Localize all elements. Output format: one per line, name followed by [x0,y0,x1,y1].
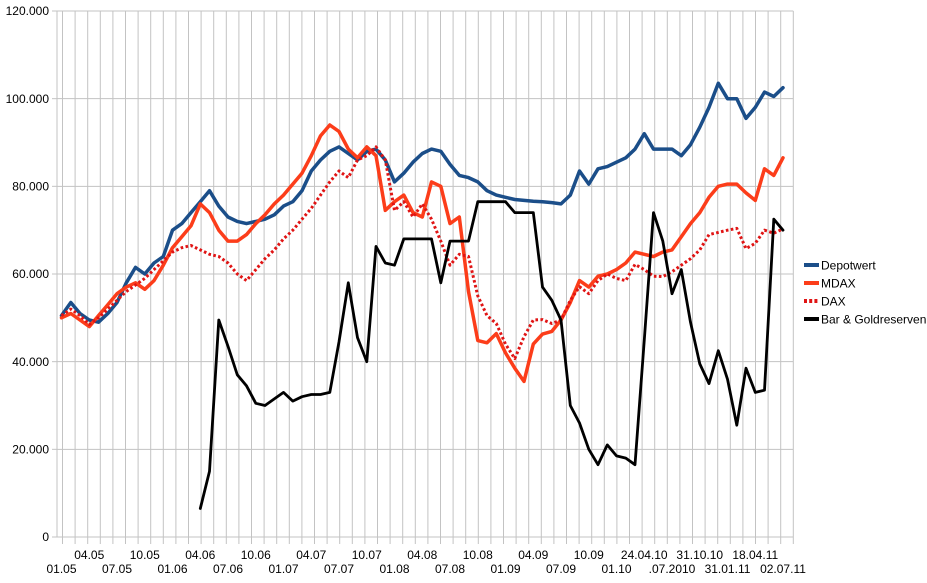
legend-label: MDAX [821,277,856,291]
x-axis-label: 31.01.11 [705,562,751,576]
x-axis-label: 04.08 [407,548,437,562]
x-axis-label: 07.07 [324,562,354,576]
series-line-mdax[interactable] [59,123,785,384]
legend-item-bar-goldreserven[interactable]: Bar & Goldreserven [804,313,926,327]
x-axis-label: 10.07 [352,548,382,562]
x-axis-label: 07.05 [102,562,132,576]
legend-label: Bar & Goldreserven [821,313,926,327]
x-axis-label: 07.06 [213,562,243,576]
x-axis-label: 01.05 [46,562,76,576]
x-axis-label: .07.2010 [649,562,696,576]
legend: Depotwert MDAX DAX Bar & Goldreserven [804,259,926,327]
gridlines-horizontal [52,10,794,538]
x-axis-label: 04.06 [185,548,215,562]
x-axis-label: 07.08 [435,562,465,576]
x-axis-label: 04.07 [296,548,326,562]
x-axis-label: 31.10.10 [676,548,723,562]
x-axis-label: 02.07.11 [760,562,806,576]
y-axis-labels: 120.000 100.000 80.000 60.000 40.000 20.000 0 [6,4,50,544]
x-axis-label: 01.08 [379,562,409,576]
x-axis-label: 01.06 [157,562,187,576]
legend-item-depotwert[interactable]: Depotwert [804,259,876,273]
y-axis-label: 100.000 [6,92,50,106]
series-line-bar-goldreserven[interactable] [198,200,785,510]
x-axis-label: 01.09 [490,562,520,576]
y-axis-label: 20.000 [12,443,49,457]
y-axis-label: 40.000 [12,355,49,369]
x-axis-label: 10.09 [574,548,604,562]
y-axis-label: 80.000 [12,180,49,194]
legend-item-dax[interactable]: DAX [804,295,846,309]
y-axis-label: 0 [42,530,49,544]
legend-label: Depotwert [821,259,876,273]
series-line-depotwert[interactable] [59,81,785,324]
x-axis-label: 10.08 [463,548,493,562]
y-axis-label: 60.000 [12,267,49,281]
legend-item-mdax[interactable]: MDAX [804,277,856,291]
x-axis-label: 04.05 [74,548,104,562]
series-line-dax[interactable] [60,145,784,361]
x-axis-label: 07.09 [546,562,576,576]
x-axis-label: 04.09 [518,548,548,562]
x-axis-label: 10.06 [241,548,271,562]
x-axis-labels: 01.0504.0507.0510.0501.0604.0607.0610.06… [46,548,806,576]
y-axis-label: 120.000 [6,4,50,18]
x-axis-label: 01.10 [601,562,631,576]
legend-label: DAX [821,295,846,309]
x-axis-label: 01.07 [268,562,298,576]
x-axis-label: 18.04.11 [732,548,778,562]
x-axis-label: 24.04.10 [621,548,668,562]
x-axis-label: 10.05 [130,548,160,562]
